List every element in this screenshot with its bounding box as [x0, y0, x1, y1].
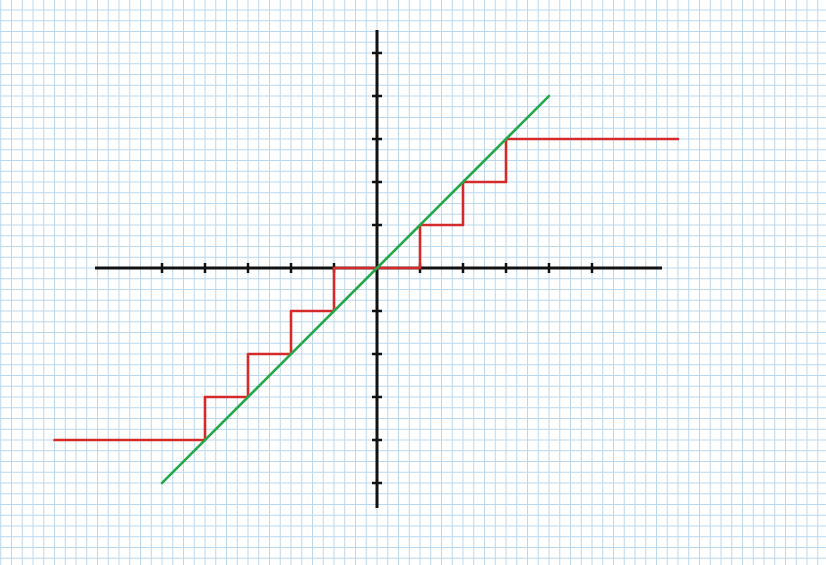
series-step-line: [53, 137, 680, 442]
series-straight-line: [160, 94, 551, 485]
series-layer: [53, 94, 680, 485]
